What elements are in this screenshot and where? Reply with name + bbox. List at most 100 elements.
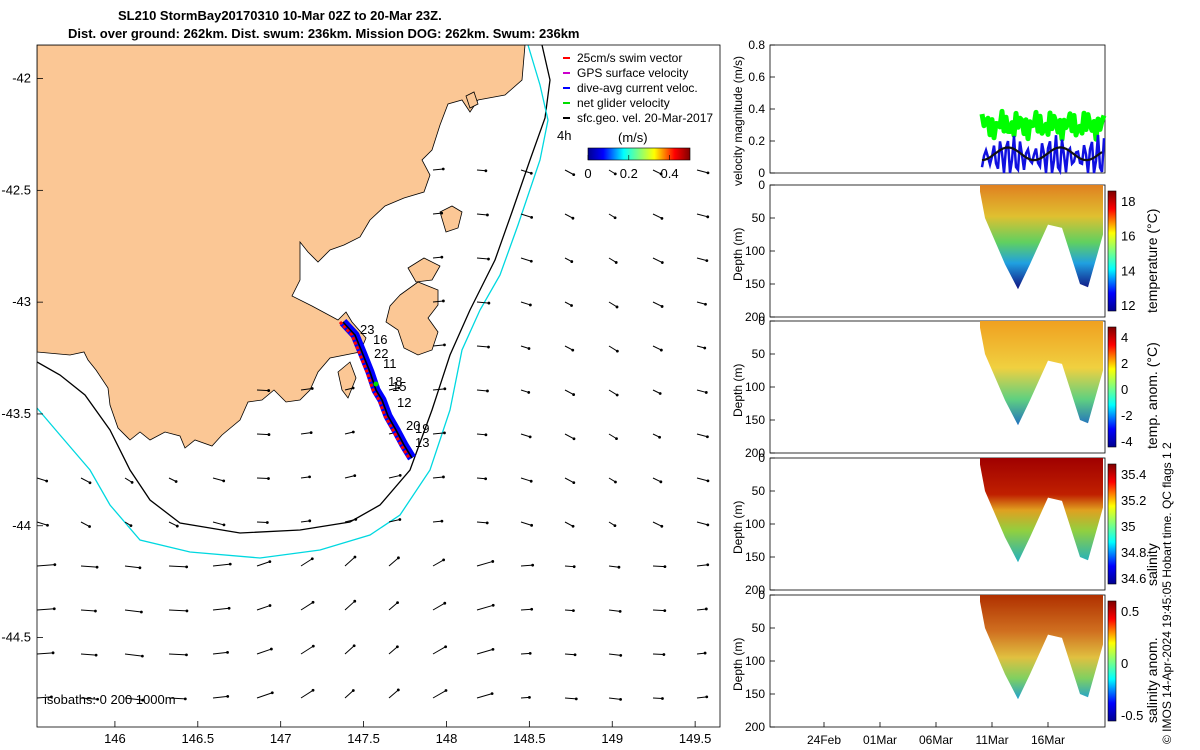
current-vector-head	[615, 305, 619, 309]
current-vector-head	[531, 563, 535, 567]
current-vector-head	[704, 391, 708, 394]
temperature-y-tick-label: 50	[752, 211, 766, 225]
current-vector-head	[572, 393, 576, 396]
current-vector	[37, 477, 47, 482]
current-vector-head	[130, 480, 134, 484]
current-vector-head	[53, 563, 57, 567]
current-vector-head	[440, 519, 444, 523]
current-vector-head	[395, 645, 399, 649]
map-colorbar: (m/s) 0 0.2 0.4	[584, 130, 691, 181]
current-vector	[80, 477, 91, 484]
current-vector-head	[706, 563, 710, 567]
map-colorbar-label: (m/s)	[618, 130, 648, 145]
date-tick-label: 16Mar	[1031, 733, 1065, 747]
current-vector-head	[443, 601, 447, 605]
current-vector	[388, 557, 399, 567]
current-vector-head	[185, 609, 189, 613]
current-vector-head	[88, 525, 91, 528]
current-vector	[80, 653, 97, 656]
current-vector-head	[226, 694, 230, 698]
current-vector-head	[490, 692, 494, 696]
map-x-ticks: 146 146.5 147 147.5 148 148.5 149 149.5	[104, 721, 711, 746]
date-tick-label: 01Mar	[863, 733, 897, 747]
current-vector	[476, 477, 486, 480]
current-vector-head	[227, 606, 231, 610]
current-vector-head	[705, 695, 709, 699]
velocity-panel: 0 0.2 0.4 0.6 0.8 velocity magnitude (m/s)	[731, 38, 1107, 186]
current-vector-head	[50, 695, 53, 699]
map-x-tick-label: 148	[436, 731, 458, 746]
current-vector-head	[660, 524, 664, 528]
track-label: 13	[415, 435, 429, 450]
current-vector-head	[129, 524, 133, 528]
date-tick-label: 11Mar	[975, 733, 1008, 747]
velocity-y-tick-label: 0.2	[748, 134, 765, 148]
map-frame	[36, 44, 721, 728]
salinity-anomaly-colorbar-tick: 0	[1121, 656, 1128, 671]
temperature-panel: 0 50 100 150 200 Depth (m) 18 16 14 12 temperature…	[731, 178, 1160, 324]
isobath-200m	[37, 45, 551, 534]
current-vector-head	[614, 261, 618, 264]
current-vector	[124, 653, 143, 657]
salinity-anomaly-colorbar-tick: -0.5	[1121, 708, 1143, 723]
current-vector-head	[706, 171, 710, 175]
current-vector-head	[398, 474, 402, 477]
current-vector-head	[571, 216, 575, 220]
track-label: 16	[373, 332, 387, 347]
temp-anomaly-y-tick-label: 150	[745, 413, 765, 427]
current-vector	[432, 300, 444, 303]
current-vector-head	[706, 523, 710, 527]
map-x-tick-label: 147.5	[347, 731, 380, 746]
current-vector	[256, 605, 271, 611]
temperature-colorbar-tick: 12	[1121, 298, 1135, 313]
temp-anomaly-colorbar-tick: 4	[1121, 330, 1128, 345]
current-vector-head	[351, 689, 355, 692]
map-colorbar-tick-label: 0.2	[620, 166, 638, 181]
current-vector-head	[661, 697, 664, 700]
current-vector	[652, 565, 665, 568]
current-vector-head	[491, 603, 495, 607]
current-vector	[520, 301, 531, 306]
current-vector-head	[269, 647, 273, 651]
current-vector	[520, 696, 530, 699]
current-vector-head	[660, 261, 664, 264]
map-x-tick-label: 149	[601, 731, 623, 746]
current-vector-head	[487, 301, 491, 305]
current-vector-head	[660, 216, 664, 220]
current-vector-head	[442, 475, 445, 479]
salinity-colorbar-tick: 35.2	[1121, 493, 1146, 508]
current-vector	[696, 301, 706, 305]
current-vector-head	[705, 259, 709, 262]
current-vector	[520, 564, 533, 567]
current-vector-head	[486, 389, 489, 393]
current-vector-head	[619, 654, 623, 657]
temp-anomaly-colorbar-tick: 0	[1121, 382, 1128, 397]
current-vector-head	[265, 521, 269, 524]
current-vector	[608, 565, 619, 568]
current-vector	[256, 648, 272, 655]
current-vector-head	[442, 558, 446, 562]
current-vector-head	[397, 386, 401, 390]
temperature-ylabel: Depth (m)	[731, 228, 745, 281]
track-label: 23	[360, 322, 374, 337]
current-vector	[256, 692, 273, 699]
current-vector	[608, 389, 618, 396]
current-vector	[388, 474, 401, 479]
velocity-ylabel: velocity magnitude (m/s)	[731, 56, 745, 186]
current-vector-head	[443, 431, 446, 435]
temp-anomaly-y-tick-label: 200	[745, 446, 765, 460]
current-vector-head	[51, 651, 55, 655]
current-vector-head	[703, 346, 707, 350]
current-vector-head	[396, 688, 400, 692]
current-vector-head	[352, 644, 356, 648]
current-vector-head	[572, 173, 576, 177]
current-vector	[168, 653, 187, 656]
current-vector-head	[572, 565, 576, 569]
map-x-tick-label: 146	[104, 731, 126, 746]
current-vector	[344, 431, 354, 435]
salinity-anomaly-colorbar-tick: 0.5	[1121, 604, 1139, 619]
current-vector	[256, 477, 269, 480]
current-vector-head	[351, 430, 355, 434]
net-velocity-marker	[373, 381, 379, 387]
current-vector	[300, 432, 312, 435]
